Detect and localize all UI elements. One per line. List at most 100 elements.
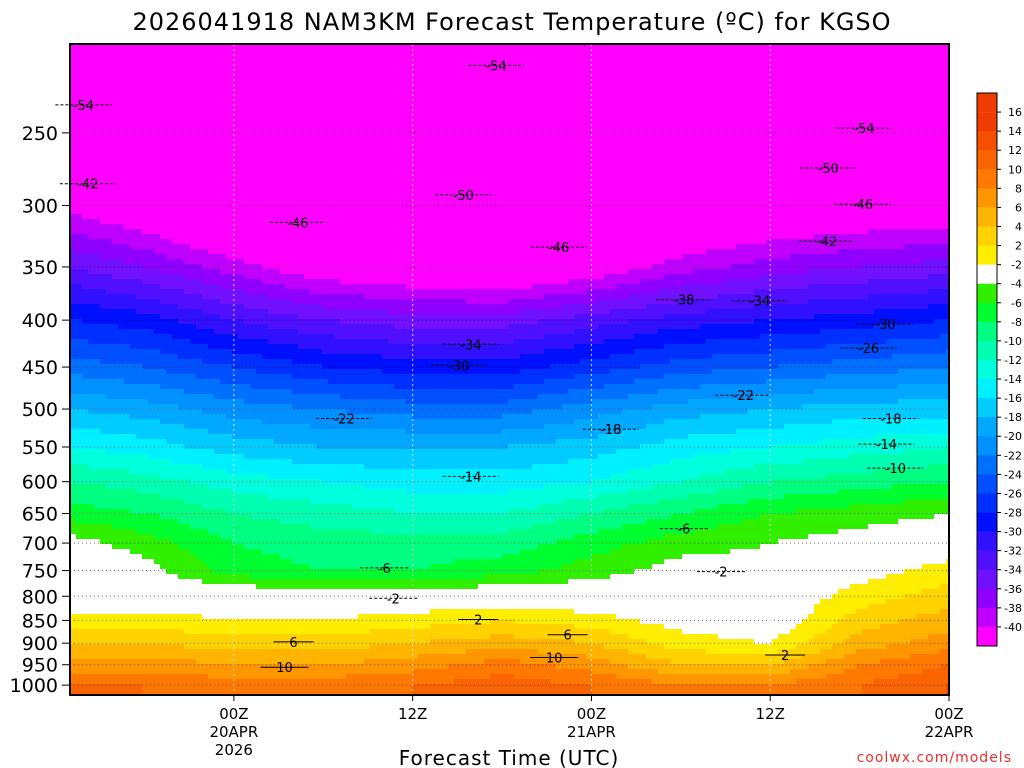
colorbar-swatch <box>977 607 997 628</box>
y-tick-label: 400 <box>22 310 58 332</box>
y-tick-label: 250 <box>22 123 58 145</box>
contour-labels: -54 -54 -54 -50 -50 -46 -46 -46 -42 -42 -38 -34 -34 -… <box>55 59 924 676</box>
colorbar-label: 8 <box>1015 182 1022 195</box>
colorbar-swatch <box>977 188 997 208</box>
x-tick-label: 12Z <box>756 705 785 723</box>
contour-label: 10 <box>546 652 563 667</box>
contour-label: -2 <box>715 566 728 581</box>
colorbar-swatch <box>977 455 997 475</box>
x-axis-label: Forecast Time (UTC) <box>399 746 620 768</box>
y-tick-label: 750 <box>22 561 58 583</box>
colorbar-label: 16 <box>1008 106 1022 119</box>
x-tick-label: 20APR <box>209 723 258 741</box>
y-tick-label: 350 <box>22 257 58 279</box>
source-watermark: coolwx.com/models <box>857 750 1012 766</box>
colorbar-swatch <box>977 512 997 532</box>
contour-label: 2 <box>781 649 789 664</box>
contour-label: -46 <box>548 241 569 256</box>
colorbar-label: -20 <box>1004 430 1022 443</box>
colorbar-label: -22 <box>1004 449 1022 462</box>
colorbar-swatch <box>977 474 997 494</box>
colorbar-label: -2 <box>1011 259 1022 272</box>
contour-label: -38 <box>673 294 694 309</box>
contour-label: -14 <box>460 470 481 485</box>
colorbar-swatch <box>977 359 997 380</box>
colorbar-swatch <box>977 245 997 265</box>
colorbar-label: -18 <box>1004 411 1022 424</box>
contour-label: -26 <box>858 342 879 357</box>
y-tick-label: 1000 <box>10 675 58 697</box>
contour-label: -50 <box>453 189 474 204</box>
colorbar-label: 14 <box>1008 125 1022 138</box>
colorbar-label: -34 <box>1004 564 1022 577</box>
colorbar-label: -14 <box>1004 373 1022 386</box>
x-tick-label: 22APR <box>925 723 974 741</box>
contour-label: -54 <box>853 122 874 137</box>
chart-title: 2026041918 NAM3KM Forecast Temperature (… <box>132 8 891 36</box>
colorbar-swatch <box>977 550 997 571</box>
colorbar-swatch <box>977 417 997 437</box>
colorbar-swatch <box>977 588 997 609</box>
colorbar-label: -4 <box>1011 278 1022 291</box>
colorbar-label: 12 <box>1008 144 1022 157</box>
x-tick-label: 00Z <box>934 705 963 723</box>
y-tick-label: 850 <box>22 610 58 632</box>
colorbar-swatch <box>977 626 997 647</box>
y-tick-label: 550 <box>22 437 58 459</box>
x-tick-label: 2026 <box>215 741 253 759</box>
contour-label: 6 <box>563 629 571 644</box>
contour-label: -34 <box>460 338 481 353</box>
contour-label: -6 <box>378 562 391 577</box>
colorbar-label: -10 <box>1004 335 1022 348</box>
contour-label: -22 <box>733 389 754 404</box>
contour-label: -46 <box>287 216 308 231</box>
colorbar-label: -40 <box>1004 621 1022 634</box>
colorbar-label: -12 <box>1004 354 1022 367</box>
colorbar-legend: 16 14 12 10 8 6 4 2 -2 -4 -6 -8 -10 -12 -14 -16 -18 -20 -2… <box>976 92 1022 647</box>
colorbar-swatch <box>977 112 997 132</box>
colorbar-label: 2 <box>1015 240 1022 253</box>
colorbar-swatch <box>977 531 997 551</box>
contour-label: -30 <box>448 359 469 374</box>
colorbar-label: -16 <box>1004 392 1022 405</box>
x-tick-label: 21APR <box>567 723 616 741</box>
colorbar-label: -36 <box>1004 583 1022 596</box>
y-tick-label: 450 <box>22 357 58 379</box>
y-tick-label: 500 <box>22 399 58 421</box>
x-tick-label: 12Z <box>398 705 427 723</box>
contour-label: 6 <box>289 636 297 651</box>
contour-label: -42 <box>816 235 837 250</box>
colorbar-swatch <box>977 340 997 361</box>
y-tick-label: 300 <box>22 196 58 218</box>
colorbar-swatch <box>977 283 997 304</box>
colorbar-swatch <box>977 569 997 590</box>
contour-label: -10 <box>885 462 906 477</box>
colorbar-label: -8 <box>1011 316 1022 329</box>
contour-label: 2 <box>474 613 482 628</box>
colorbar-swatch <box>977 436 997 456</box>
colorbar-label: 4 <box>1015 220 1022 233</box>
colorbar-label: -24 <box>1004 468 1022 481</box>
y-tick-label: 650 <box>22 504 58 526</box>
contour-label: -18 <box>880 412 901 427</box>
colorbar-swatch <box>977 398 997 418</box>
colorbar-swatch <box>977 264 997 284</box>
colorbar-label: -6 <box>1011 297 1022 310</box>
colorbar-label: -38 <box>1004 602 1022 615</box>
contour-label: -34 <box>749 295 770 310</box>
colorbar-label: 10 <box>1008 163 1022 176</box>
contour-label: -14 <box>876 438 897 453</box>
contour-label: -30 <box>874 318 895 333</box>
colorbar-swatch <box>977 169 997 189</box>
contour-label: -22 <box>334 412 355 427</box>
contour-label: -42 <box>77 178 98 193</box>
contour-label: -50 <box>818 162 839 177</box>
y-axis: 2503003504004505005506006507007508008509… <box>10 123 70 697</box>
x-tick-label: 00Z <box>577 705 606 723</box>
colorbar-swatch <box>977 207 997 227</box>
x-tick-label: 00Z <box>219 705 248 723</box>
colorbar-swatch <box>977 302 997 323</box>
y-tick-label: 800 <box>22 586 58 608</box>
contour-label: -2 <box>387 592 400 607</box>
